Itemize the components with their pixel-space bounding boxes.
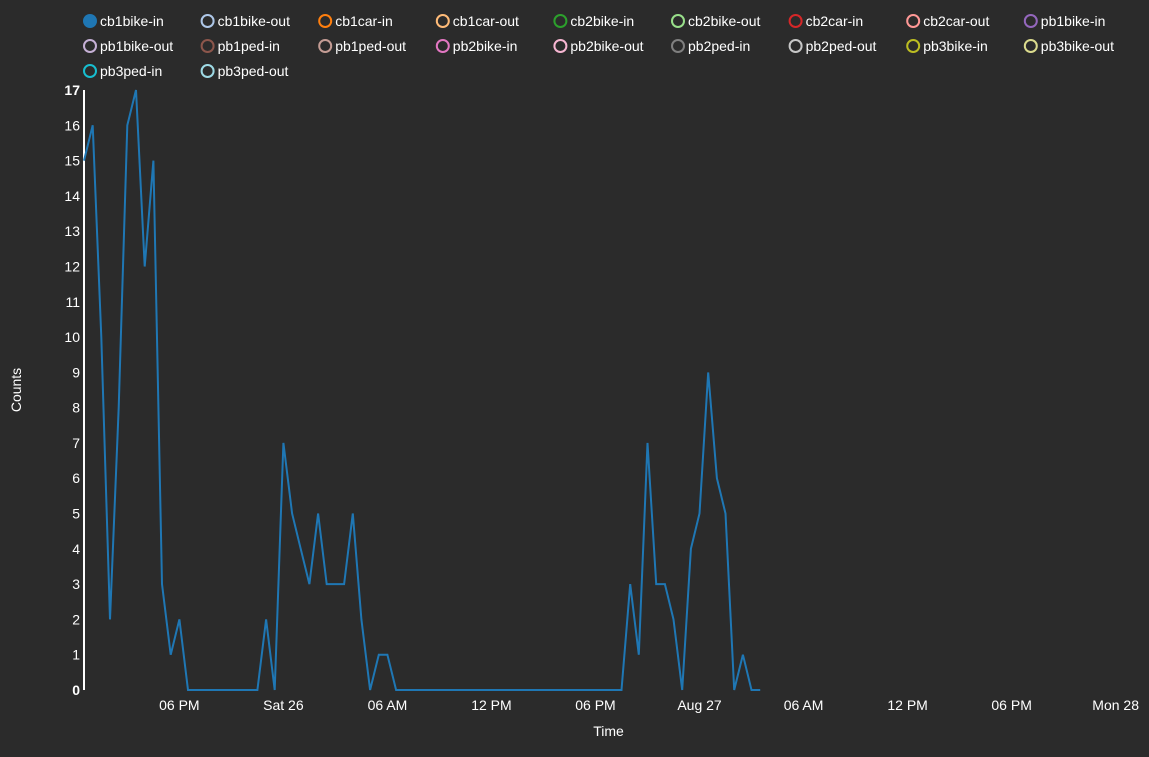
- legend-item-pb1bike-in[interactable]: pb1bike-in: [1023, 13, 1106, 29]
- legend-label-cb1car-out[interactable]: cb1car-out: [453, 13, 519, 29]
- legend-label-cb2bike-out[interactable]: cb2bike-out: [688, 13, 760, 29]
- legend-marker-pb3bike-in[interactable]: [906, 39, 921, 53]
- legend-marker-pb1ped-out[interactable]: [318, 39, 333, 53]
- legend-marker-pb2ped-in[interactable]: [671, 39, 685, 53]
- legend-item-pb3bike-out[interactable]: pb3bike-out: [1023, 38, 1114, 54]
- x-tick-label: Mon 28: [1092, 697, 1139, 713]
- legend-item-cb1bike-out[interactable]: cb1bike-out: [200, 13, 290, 29]
- legend-marker-pb2bike-out[interactable]: [553, 39, 568, 53]
- y-tick-label: 7: [72, 435, 80, 451]
- y-tick-label: 15: [64, 153, 80, 169]
- legend-label-pb1bike-out[interactable]: pb1bike-out: [100, 38, 173, 54]
- y-tick-label: 6: [72, 470, 80, 486]
- legend-marker-pb3ped-in[interactable]: [83, 64, 97, 78]
- legend-item-cb1bike-in[interactable]: cb1bike-in: [83, 13, 164, 29]
- legend-label-cb1bike-in[interactable]: cb1bike-in: [100, 13, 164, 29]
- y-axis-label: Counts: [8, 368, 24, 412]
- y-tick-label: 9: [72, 364, 80, 380]
- x-tick-label: Sat 26: [263, 697, 304, 713]
- legend-label-cb1bike-out[interactable]: cb1bike-out: [218, 13, 290, 29]
- y-tick-label: 13: [64, 223, 80, 239]
- x-tick-label: 06 PM: [159, 697, 199, 713]
- y-tick-label: 4: [72, 541, 80, 557]
- legend-label-pb2bike-in[interactable]: pb2bike-in: [453, 38, 518, 54]
- x-axis-label: Time: [593, 723, 624, 739]
- x-tick-label: 12 PM: [471, 697, 511, 713]
- series-group: [83, 89, 761, 691]
- legend: cb1bike-in cb1bike-out cb1car-in cb1car-out…: [83, 13, 1114, 79]
- y-tick-label: 16: [64, 117, 80, 133]
- y-tick-label: 5: [72, 506, 80, 522]
- legend-item-cb2bike-out[interactable]: cb2bike-out: [671, 13, 760, 29]
- legend-marker-cb2bike-out[interactable]: [671, 14, 685, 28]
- legend-label-cb1car-in[interactable]: cb1car-in: [335, 13, 393, 29]
- legend-marker-pb1bike-out[interactable]: [83, 39, 97, 53]
- legend-item-pb2bike-out[interactable]: pb2bike-out: [553, 38, 644, 54]
- x-tick-label: 06 PM: [991, 697, 1031, 713]
- legend-item-pb2ped-out[interactable]: pb2ped-out: [788, 38, 877, 54]
- legend-marker-pb3ped-out[interactable]: [200, 64, 215, 78]
- legend-label-pb3ped-in[interactable]: pb3ped-in: [100, 63, 162, 79]
- legend-item-cb2car-out[interactable]: cb2car-out: [906, 13, 989, 29]
- legend-label-cb2car-in[interactable]: cb2car-in: [806, 13, 864, 29]
- legend-item-cb2bike-in[interactable]: cb2bike-in: [553, 13, 634, 29]
- legend-item-pb1ped-in[interactable]: pb1ped-in: [200, 38, 280, 54]
- x-axis: 06 PM Sat 26 06 AM 12 PM 06 PM Aug 27 06 AM 12 …: [159, 697, 1139, 713]
- legend-item-pb2bike-in[interactable]: pb2bike-in: [435, 38, 518, 54]
- legend-label-pb1ped-out[interactable]: pb1ped-out: [335, 38, 406, 54]
- legend-item-pb3ped-out[interactable]: pb3ped-out: [200, 63, 289, 79]
- legend-marker-pb1bike-in[interactable]: [1023, 14, 1038, 28]
- legend-label-cb2bike-in[interactable]: cb2bike-in: [570, 13, 634, 29]
- legend-label-pb1ped-in[interactable]: pb1ped-in: [218, 38, 280, 54]
- legend-marker-pb2bike-in[interactable]: [435, 39, 450, 53]
- y-tick-label: 8: [72, 400, 80, 416]
- legend-item-pb2ped-in[interactable]: pb2ped-in: [671, 38, 750, 54]
- legend-label-pb2ped-in[interactable]: pb2ped-in: [688, 38, 750, 54]
- legend-label-pb1bike-in[interactable]: pb1bike-in: [1041, 13, 1106, 29]
- legend-marker-cb1bike-in[interactable]: [83, 14, 97, 28]
- legend-marker-cb2bike-in[interactable]: [553, 14, 568, 28]
- legend-marker-pb1ped-in[interactable]: [200, 39, 215, 53]
- legend-item-cb2car-in[interactable]: cb2car-in: [788, 13, 864, 29]
- legend-label-cb2car-out[interactable]: cb2car-out: [923, 13, 989, 29]
- legend-label-pb3ped-out[interactable]: pb3ped-out: [218, 63, 289, 79]
- legend-item-pb1bike-out[interactable]: pb1bike-out: [83, 38, 173, 54]
- legend-marker-cb1car-in[interactable]: [318, 14, 333, 28]
- legend-marker-cb1bike-out[interactable]: [200, 14, 215, 28]
- series-line-cb1bike-in: [83, 89, 761, 691]
- x-tick-label: 12 PM: [887, 697, 927, 713]
- legend-label-pb2bike-out[interactable]: pb2bike-out: [570, 38, 643, 54]
- legend-marker-pb2ped-out[interactable]: [788, 39, 803, 53]
- y-tick-label: 12: [64, 258, 80, 274]
- y-tick-label: 10: [64, 329, 80, 345]
- y-tick-label: 2: [72, 611, 80, 627]
- legend-item-pb1ped-out[interactable]: pb1ped-out: [318, 38, 406, 54]
- y-tick-label: 14: [64, 188, 80, 204]
- y-tick-label: 3: [72, 576, 80, 592]
- legend-item-pb3bike-in[interactable]: pb3bike-in: [906, 38, 988, 54]
- y-tick-label: 11: [65, 294, 80, 310]
- y-tick-label: 1: [72, 647, 80, 663]
- legend-item-cb1car-out[interactable]: cb1car-out: [435, 13, 519, 29]
- x-tick-label: Aug 27: [677, 697, 722, 713]
- legend-marker-cb2car-in[interactable]: [788, 14, 803, 28]
- x-tick-label: 06 AM: [368, 697, 408, 713]
- x-tick-label: 06 AM: [784, 697, 824, 713]
- legend-marker-cb2car-out[interactable]: [906, 14, 921, 28]
- legend-label-pb2ped-out[interactable]: pb2ped-out: [806, 38, 877, 54]
- legend-label-pb3bike-out[interactable]: pb3bike-out: [1041, 38, 1114, 54]
- y-tick-label: 0: [72, 682, 80, 698]
- legend-label-pb3bike-in[interactable]: pb3bike-in: [923, 38, 988, 54]
- legend-item-pb3ped-in[interactable]: pb3ped-in: [83, 63, 162, 79]
- legend-marker-cb1car-out[interactable]: [435, 14, 450, 28]
- x-tick-label: 06 PM: [575, 697, 615, 713]
- legend-marker-pb3bike-out[interactable]: [1023, 39, 1038, 53]
- y-tick-label: 17: [64, 82, 80, 98]
- legend-item-cb1car-in[interactable]: cb1car-in: [318, 13, 393, 29]
